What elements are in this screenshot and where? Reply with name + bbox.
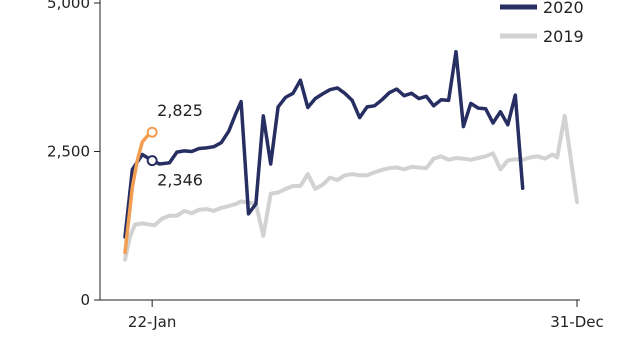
y-tick-label: 0 — [80, 291, 90, 309]
end-point-marker — [146, 155, 158, 167]
data-label: 2,346 — [157, 171, 203, 190]
data-labels: 2,825 2,346 — [157, 101, 203, 189]
series-line-2019 — [123, 113, 579, 262]
legend-label: 2019 — [543, 27, 584, 46]
series-lines — [123, 49, 579, 262]
series-line-current — [123, 130, 154, 255]
end-point-marker — [146, 126, 158, 138]
legend: 2020 2019 — [500, 0, 584, 46]
y-tick-label: 2,500 — [47, 143, 90, 161]
legend-label: 2020 — [543, 0, 584, 17]
end-markers — [146, 126, 158, 167]
series-line-2020 — [123, 49, 525, 239]
axes — [99, 0, 580, 301]
x-tick-label: 31-Dec — [550, 313, 604, 331]
y-tick-label: 5,000 — [47, 0, 90, 12]
x-tick-label: 22-Jan — [128, 313, 176, 331]
axis-ticks: 0 2,500 5,000 22-Jan 31-Dec — [47, 0, 604, 331]
data-label: 2,825 — [157, 101, 203, 120]
